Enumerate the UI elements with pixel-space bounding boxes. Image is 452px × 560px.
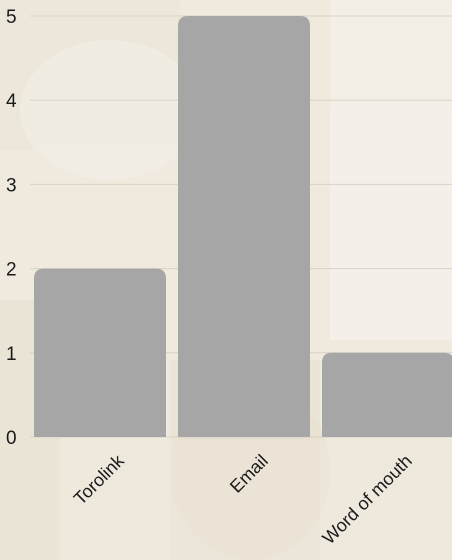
y-axis-ticks: 0 1 2 3 4 5: [6, 7, 17, 449]
x-tick-label: Word of mouth: [318, 451, 415, 548]
x-tick-label: Torolink: [70, 450, 129, 509]
y-tick-label: 3: [6, 175, 17, 196]
bars: [34, 16, 452, 437]
y-tick-label: 2: [6, 260, 17, 281]
bar-email: [178, 16, 310, 437]
bar-word-of-mouth: [322, 352, 452, 437]
x-axis-labels: Torolink Email Word of mouth: [70, 450, 416, 548]
y-tick-label: 5: [6, 7, 17, 28]
bar-torolink: [34, 268, 166, 437]
y-tick-label: 0: [6, 428, 17, 449]
y-tick-label: 1: [6, 344, 17, 365]
y-tick-label: 4: [6, 91, 17, 112]
x-tick-label: Email: [226, 451, 272, 497]
